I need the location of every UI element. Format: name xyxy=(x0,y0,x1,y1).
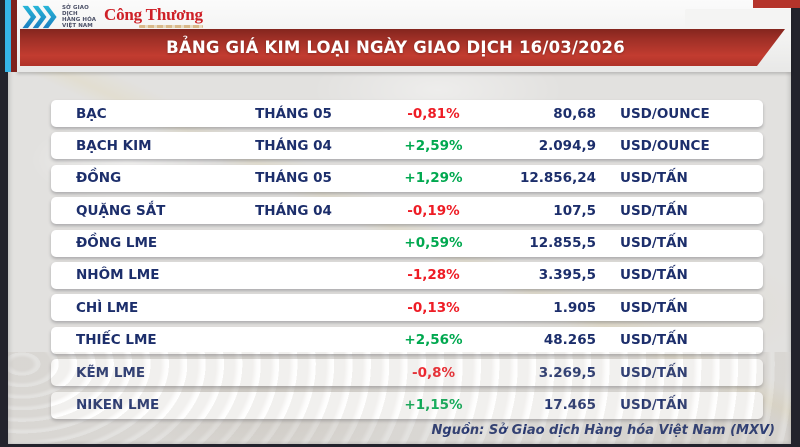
table-row: ĐỒNG LME +0,59% 12.855,5 USD/TẤN xyxy=(51,229,763,257)
mxv-logo-text: SỞ GIAO DỊCH HÀNG HÓA VIỆT NAM xyxy=(62,5,98,29)
price-value: 17.465 xyxy=(543,397,596,414)
table-row: BẠC THÁNG 05 -0,81% 80,68 USD/OUNCE xyxy=(51,100,763,127)
metal-name: NIKEN LME xyxy=(76,397,160,414)
price-unit: USD/TẤN xyxy=(620,299,688,316)
congthuong-logo: Công Thương xyxy=(104,6,203,28)
price-unit: USD/TẤN xyxy=(620,170,688,187)
price-value: 80,68 xyxy=(553,105,596,122)
price-value: 1.905 xyxy=(553,299,596,316)
mxv-logo-icon xyxy=(22,5,57,29)
table-row: NHÔM LME -1,28% 3.395,5 USD/TẤN xyxy=(51,261,763,289)
price-unit: USD/TẤN xyxy=(620,332,688,349)
table-row: THIẾC LME +2,56% 48.265 USD/TẤN xyxy=(51,326,763,354)
cyan-accent-stripe xyxy=(5,0,11,72)
price-unit: USD/TẤN xyxy=(620,364,688,381)
price-value: 2.094,9 xyxy=(538,137,596,154)
price-value: 48.265 xyxy=(543,332,596,349)
percent-change: +0,59% xyxy=(404,235,463,252)
price-table: BẠC THÁNG 05 -0,81% 80,68 USD/OUNCE BẠCH… xyxy=(51,100,763,419)
percent-change: -0,81% xyxy=(407,105,460,122)
percent-change: +1,29% xyxy=(404,170,463,187)
metal-name: THIẾC LME xyxy=(76,332,157,349)
title-banner: BẢNG GIÁ KIM LOẠI NGÀY GIAO DỊCH 16/03/2… xyxy=(20,29,785,66)
price-value: 12.856,24 xyxy=(519,170,596,187)
table-row: BẠCH KIM THÁNG 04 +2,59% 2.094,9 USD/OUN… xyxy=(51,132,763,160)
table-row: CHÌ LME -0,13% 1.905 USD/TẤN xyxy=(51,294,763,322)
price-value: 3.395,5 xyxy=(538,267,596,284)
table-row: KẼM LME -0,8% 3.269,5 USD/TẤN xyxy=(51,359,763,387)
contract-month: THÁNG 05 xyxy=(255,170,332,187)
mxv-text-line: SỞ GIAO DỊCH xyxy=(62,5,89,17)
mxv-text-line: VIỆT NAM xyxy=(62,23,93,29)
metal-name: NHÔM LME xyxy=(76,267,160,284)
metal-name: ĐỒNG LME xyxy=(76,235,158,252)
percent-change: -0,8% xyxy=(411,364,456,381)
logo-row: SỞ GIAO DỊCH HÀNG HÓA VIỆT NAM Công Thươ… xyxy=(21,4,203,30)
price-unit: USD/TẤN xyxy=(620,397,688,414)
percent-change: +1,15% xyxy=(404,397,463,414)
metal-name: ĐỒNG xyxy=(76,170,122,187)
percent-change: +2,56% xyxy=(404,332,463,349)
metal-name: BẠCH KIM xyxy=(76,137,152,154)
price-unit: USD/TẤN xyxy=(620,202,688,219)
table-row: QUẶNG SẮT THÁNG 04 -0,19% 107,5 USD/TẤN xyxy=(51,197,763,225)
table-row: ĐỒNG THÁNG 05 +1,29% 12.856,24 USD/TẤN xyxy=(51,164,763,192)
price-unit: USD/TẤN xyxy=(620,267,688,284)
contract-month: THÁNG 05 xyxy=(255,105,332,122)
price-unit: USD/OUNCE xyxy=(620,105,710,122)
percent-change: +2,59% xyxy=(404,137,463,154)
table-row: NIKEN LME +1,15% 17.465 USD/TẤN xyxy=(51,391,763,419)
percent-change: -0,19% xyxy=(407,202,460,219)
header-watermark xyxy=(685,9,791,29)
page-title: BẢNG GIÁ KIM LOẠI NGÀY GIAO DỊCH 16/03/2… xyxy=(166,38,625,57)
topright-red-accent xyxy=(753,0,800,8)
price-value: 3.269,5 xyxy=(538,364,596,381)
content-panel: BẠC THÁNG 05 -0,81% 80,68 USD/OUNCE BẠCH… xyxy=(8,0,791,444)
mxv-text-line: HÀNG HÓA xyxy=(62,17,97,23)
percent-change: -0,13% xyxy=(407,299,460,316)
contract-month: THÁNG 04 xyxy=(255,137,332,154)
source-attribution: Nguồn: Sở Giao dịch Hàng hóa Việt Nam (M… xyxy=(431,423,775,438)
metal-name: CHÌ LME xyxy=(76,299,139,316)
metal-name: BẠC xyxy=(76,105,107,122)
price-value: 12.855,5 xyxy=(529,235,596,252)
price-value: 107,5 xyxy=(553,202,596,219)
metal-name: QUẶNG SẮT xyxy=(76,202,166,219)
congthuong-tagline-bar xyxy=(138,25,203,28)
price-unit: USD/OUNCE xyxy=(620,137,710,154)
percent-change: -1,28% xyxy=(407,267,460,284)
darkred-accent-stripe xyxy=(11,0,17,72)
price-unit: USD/TẤN xyxy=(620,235,688,252)
metal-name: KẼM LME xyxy=(76,364,146,381)
contract-month: THÁNG 04 xyxy=(255,202,332,219)
congthuong-wordmark: Công Thương xyxy=(104,5,203,24)
